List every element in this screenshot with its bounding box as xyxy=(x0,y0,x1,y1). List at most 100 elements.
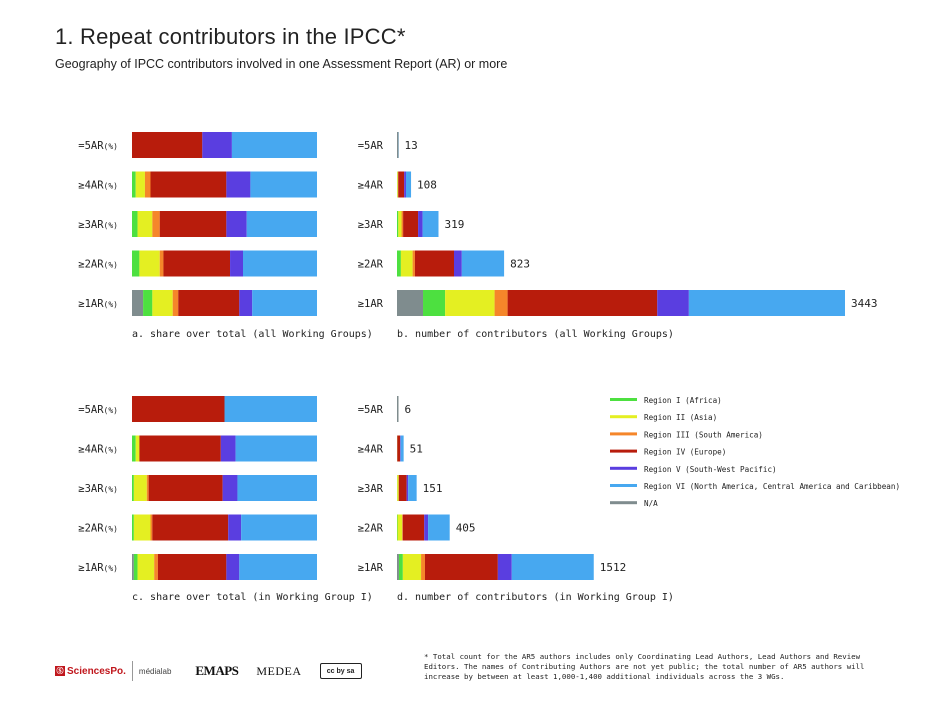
legend-swatch xyxy=(610,415,637,419)
bar-segment xyxy=(422,211,439,237)
bar-segment xyxy=(453,250,462,277)
bar-marker xyxy=(397,132,399,158)
bar-segment xyxy=(397,514,403,541)
total-label: 51 xyxy=(410,443,423,456)
bar-segment xyxy=(403,211,419,237)
bar-segment xyxy=(132,250,140,277)
total-label: 6 xyxy=(405,403,412,416)
bar-segment xyxy=(402,514,403,541)
bar-segment xyxy=(400,435,404,462)
category-label: =5AR(%) xyxy=(78,404,118,416)
bar-segment xyxy=(397,435,401,462)
legend-label: Region VI (North America, Central Americ… xyxy=(644,482,900,491)
legend-swatch xyxy=(610,398,637,401)
logo-bar: Ⓢ SciencesPo. médialab EMAPS MEDEA cc by … xyxy=(55,660,362,682)
bar-segment xyxy=(237,475,317,501)
bar-marker xyxy=(397,396,399,422)
bar-segment xyxy=(398,554,403,580)
category-label: ≥1AR(%) xyxy=(78,298,118,310)
bar-segment xyxy=(239,554,317,580)
bar-segment xyxy=(507,290,658,316)
creative-commons-icon: cc by sa xyxy=(319,663,362,679)
bar-segment xyxy=(226,554,240,580)
category-label: ≥3AR(%) xyxy=(78,483,118,495)
medea-logo: MEDEA xyxy=(256,663,302,678)
bar-segment xyxy=(252,290,317,316)
bar-segment xyxy=(139,250,160,277)
bar-segment xyxy=(132,554,134,580)
bar-segment xyxy=(150,171,227,198)
bar-segment xyxy=(132,514,134,541)
page-title: 1. Repeat contributors in the IPCC* xyxy=(55,24,406,49)
legend-swatch xyxy=(610,484,637,487)
medialab-logo: médialab xyxy=(138,666,172,676)
bar-segment xyxy=(428,514,450,541)
total-label: 108 xyxy=(417,179,437,192)
legend-swatch xyxy=(610,466,637,470)
bar-segment xyxy=(402,554,422,580)
bar-segment xyxy=(152,211,160,237)
total-label: 823 xyxy=(510,258,530,271)
bar-segment xyxy=(445,290,495,316)
bar-segment xyxy=(397,290,424,316)
bar-segment xyxy=(231,132,317,158)
bar-segment xyxy=(423,290,446,316)
bar-segment xyxy=(132,290,144,316)
bar-segment xyxy=(222,475,238,501)
bar-segment xyxy=(135,435,140,462)
category-label: ≥1AR(%) xyxy=(78,562,118,574)
bar-segment xyxy=(398,171,405,198)
bar-segment xyxy=(406,475,409,501)
bar-segment xyxy=(397,475,399,501)
bar-segment xyxy=(688,290,845,316)
bar-segment xyxy=(132,171,136,198)
bar-segment xyxy=(220,435,236,462)
bar-segment xyxy=(404,171,406,198)
sciencespo-logo: Ⓢ SciencesPo. xyxy=(55,665,126,677)
category-label: ≥2AR xyxy=(358,523,384,535)
category-label: ≥3AR xyxy=(358,219,384,231)
logo-divider xyxy=(131,661,133,681)
legend-label: Region I (Africa) xyxy=(644,396,722,405)
bar-segment xyxy=(397,554,399,580)
bar-segment xyxy=(424,514,429,541)
bar-segment xyxy=(246,211,317,237)
category-label: =5AR(%) xyxy=(78,140,118,152)
bar-segment xyxy=(152,514,229,541)
bar-segment xyxy=(159,250,164,277)
bar-segment xyxy=(230,250,243,277)
bar-segment xyxy=(159,211,227,237)
bar-segment xyxy=(172,290,179,316)
legend-label: Region V (South-West Pacific) xyxy=(644,465,777,474)
category-label: ≥4AR xyxy=(358,180,384,192)
category-label: ≥2AR(%) xyxy=(78,259,118,271)
bar-segment xyxy=(226,171,251,198)
bar-segment xyxy=(397,514,398,541)
bar-segment xyxy=(157,554,227,580)
bar-segment xyxy=(400,435,401,462)
total-label: 13 xyxy=(405,139,418,152)
panel-caption: d. number of contributors (in Working Gr… xyxy=(397,592,674,603)
category-label: =5AR xyxy=(358,140,384,152)
bar-segment xyxy=(405,171,412,198)
legend-swatch xyxy=(610,501,637,505)
bar-segment xyxy=(133,514,151,541)
legend-label: N/A xyxy=(644,499,658,508)
bar-segment xyxy=(224,396,317,422)
legend-label: Region IV (Europe) xyxy=(644,448,726,457)
category-label: =5AR xyxy=(358,404,384,416)
bar-segment xyxy=(497,554,512,580)
bar-segment xyxy=(228,514,242,541)
category-label: ≥4AR(%) xyxy=(78,444,118,456)
bar-segment xyxy=(226,211,247,237)
panel-caption: b. number of contributors (all Working G… xyxy=(397,329,674,340)
bar-segment xyxy=(132,132,203,158)
bar-segment xyxy=(154,554,158,580)
page-subtitle: Geography of IPCC contributors involved … xyxy=(55,57,508,71)
bar-segment xyxy=(148,475,223,501)
bar-segment xyxy=(401,211,404,237)
bar-segment xyxy=(137,211,153,237)
bar-segment xyxy=(657,290,689,316)
bar-segment xyxy=(400,250,413,277)
